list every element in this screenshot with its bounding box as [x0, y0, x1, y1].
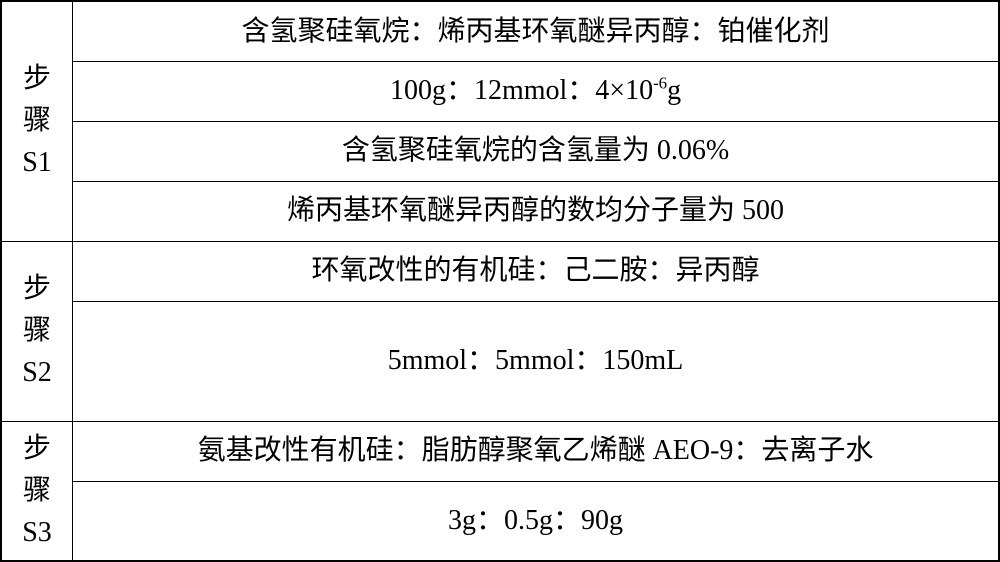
table-row: 5mmol：5mmol：150mL [1, 301, 999, 421]
table-row: 3g：0.5g：90g [1, 481, 999, 561]
cell-s3-header: 氨基改性有机硅：脂肪醇聚氧乙烯醚 AEO-9：去离子水 [73, 421, 1000, 481]
cell-s2-ratio: 5mmol：5mmol：150mL [73, 301, 1000, 421]
step-label-line: S2 [22, 352, 52, 394]
step-label-line: 步 [23, 58, 51, 100]
step-label-s3: 步 骤 S3 [1, 421, 73, 561]
table-row: 100g：12mmol：4×10-6g [1, 61, 999, 121]
ratio-suffix: g [667, 75, 681, 106]
step-label-line: 骤 [23, 310, 51, 352]
table-row: 烯丙基环氧醚异丙醇的数均分子量为 500 [1, 181, 999, 241]
table-row: 步 骤 S2 环氧改性的有机硅：己二胺：异丙醇 [1, 241, 999, 301]
cell-s1-header: 含氢聚硅氧烷：烯丙基环氧醚异丙醇：铂催化剂 [73, 1, 1000, 61]
step-label-line: 步 [23, 268, 51, 310]
table-row: 步 骤 S1 含氢聚硅氧烷：烯丙基环氧醚异丙醇：铂催化剂 [1, 1, 999, 61]
cell-s2-header: 环氧改性的有机硅：己二胺：异丙醇 [73, 241, 1000, 301]
step-label-s1: 步 骤 S1 [1, 1, 73, 241]
cell-s1-mw: 烯丙基环氧醚异丙醇的数均分子量为 500 [73, 181, 1000, 241]
step-label-s2: 步 骤 S2 [1, 241, 73, 421]
cell-s3-ratio: 3g：0.5g：90g [73, 481, 1000, 561]
cell-s1-h-content: 含氢聚硅氧烷的含氢量为 0.06% [73, 121, 1000, 181]
step-label-line: 骤 [23, 470, 51, 512]
table-row: 含氢聚硅氧烷的含氢量为 0.06% [1, 121, 999, 181]
table-row: 步 骤 S3 氨基改性有机硅：脂肪醇聚氧乙烯醚 AEO-9：去离子水 [1, 421, 999, 481]
step-label-line: S3 [22, 512, 52, 554]
step-label-line: 步 [23, 428, 51, 470]
ratio-sup: -6 [653, 74, 667, 93]
step-label-line: 骤 [23, 100, 51, 142]
cell-s1-ratio: 100g：12mmol：4×10-6g [73, 61, 1000, 121]
step-label-line: S1 [22, 142, 52, 184]
ratio-prefix: 100g：12mmol：4×10 [390, 75, 653, 106]
process-table: 步 骤 S1 含氢聚硅氧烷：烯丙基环氧醚异丙醇：铂催化剂 100g：12mmol… [0, 0, 1000, 562]
